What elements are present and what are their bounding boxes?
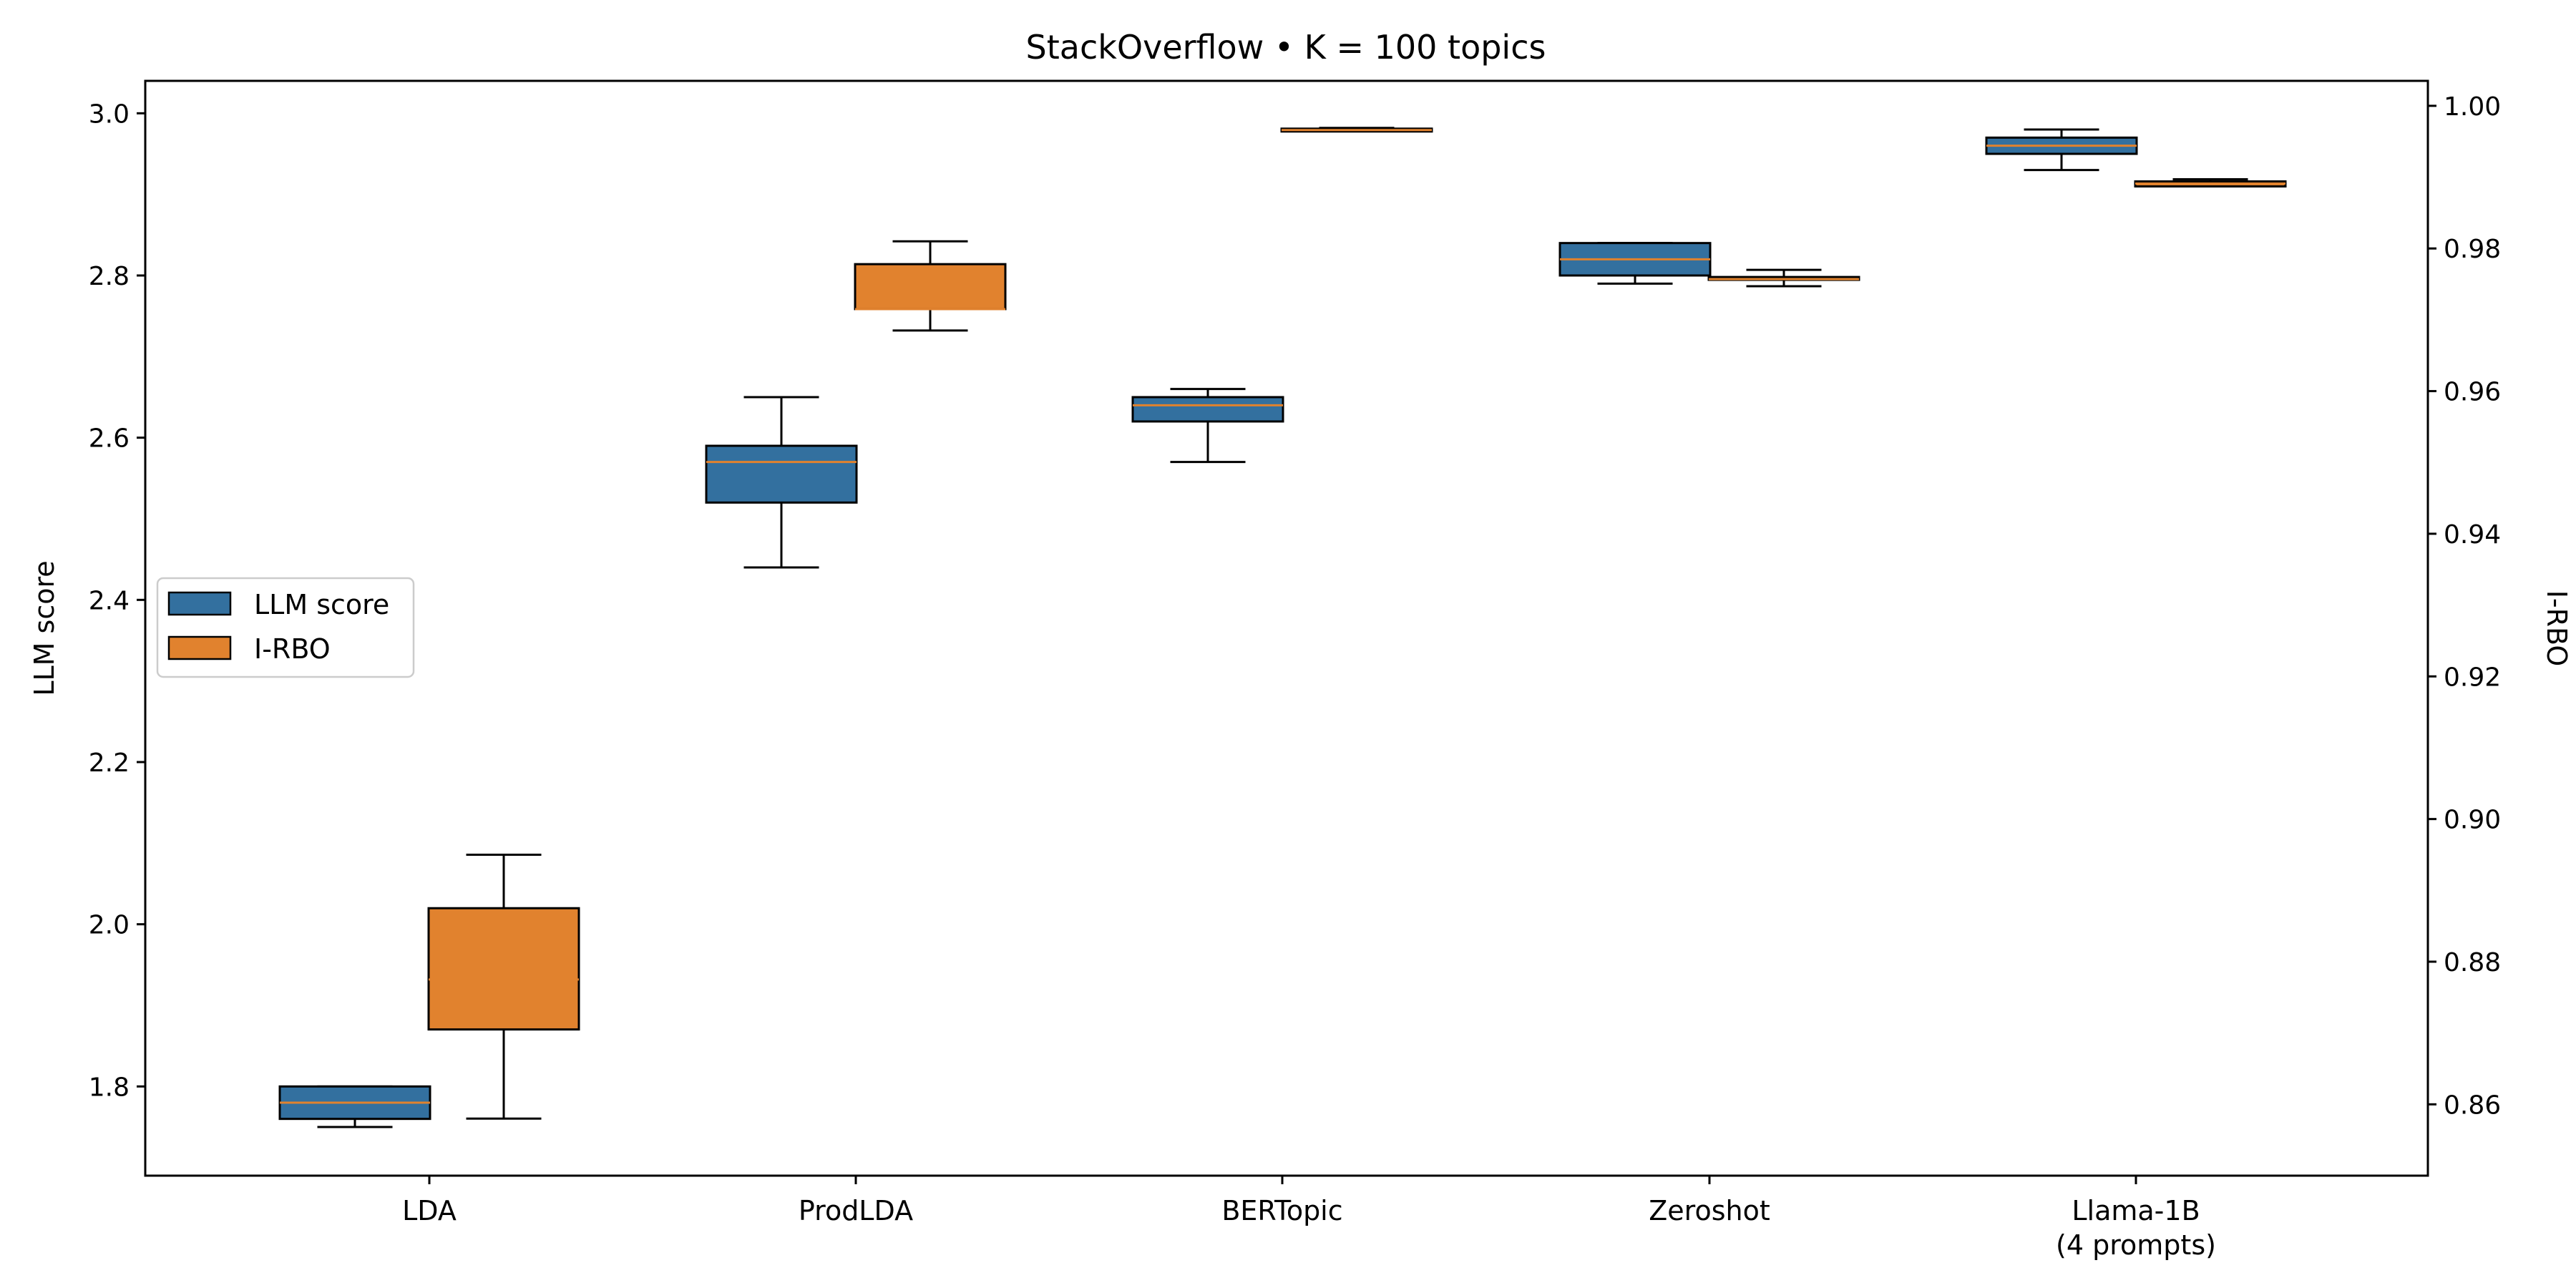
right-tick-label: 0.94	[2444, 520, 2501, 550]
left-tick-label: 1.8	[89, 1073, 130, 1102]
chart-title: StackOverflow • K = 100 topics	[1026, 28, 1546, 67]
right-axis: 0.86 0.88 0.90 0.92 0.94 0.96 0.98 1.00	[2428, 92, 2501, 1120]
box-llm-score-2	[1131, 388, 1284, 464]
right-tick-label: 0.92	[2444, 663, 2501, 692]
box-i-rbo-2	[1280, 127, 1433, 133]
left-tick-label: 2.2	[89, 748, 130, 778]
left-tick-label: 2.4	[89, 586, 130, 615]
box-iqr	[854, 263, 1007, 311]
x-axis: LDA ProdLDA BERTopic Zeroshot Llama-1B(4 pro…	[402, 1176, 2216, 1261]
x-tick-label: LDA	[402, 1195, 457, 1226]
legend-label-i-rbo: I-RBO	[254, 633, 331, 665]
box-i-rbo-0	[427, 853, 580, 1120]
left-axis: 1.8 2.0 2.2 2.4 2.6 2.8 3.0	[89, 99, 145, 1102]
left-tick-label: 2.6	[89, 424, 130, 454]
box-llm-score-0	[278, 1085, 431, 1128]
right-tick-label: 0.90	[2444, 806, 2501, 835]
legend-swatch-i-rbo	[167, 635, 232, 660]
box-llm-score-3	[1558, 242, 1712, 285]
box-i-rbo-4	[2134, 178, 2287, 188]
right-axis-label: I-RBO	[2541, 590, 2572, 667]
box-llm-score-4	[1985, 128, 2138, 172]
left-tick-label: 2.0	[89, 911, 130, 940]
plot-frame	[144, 79, 2429, 1177]
legend-swatch-llm-score	[167, 591, 232, 616]
boxes-layer	[278, 127, 2287, 1128]
left-tick-label: 3.0	[89, 99, 130, 129]
right-tick-label: 0.98	[2444, 235, 2501, 264]
box-i-rbo-3	[1707, 268, 1860, 288]
right-tick-label: 0.86	[2444, 1091, 2501, 1120]
right-tick-label: 0.88	[2444, 948, 2501, 977]
x-tick-label-line2: (4 prompts)	[2056, 1229, 2216, 1261]
right-tick-label: 1.00	[2444, 92, 2501, 122]
box-llm-score-1	[705, 396, 858, 569]
box-iqr	[1131, 396, 1284, 423]
left-tick-label: 2.8	[89, 262, 130, 291]
left-axis-label: LLM score	[29, 560, 60, 696]
x-tick-label: ProdLDA	[799, 1195, 913, 1226]
box-iqr	[427, 907, 580, 1031]
legend-label-llm-score: LLM score	[254, 589, 389, 620]
right-tick-label: 0.96	[2444, 378, 2501, 407]
x-tick-label: Zeroshot	[1649, 1195, 1770, 1226]
x-tick-label: BERTopic	[1221, 1195, 1342, 1226]
legend: LLM score I-RBO	[156, 577, 415, 678]
x-tick-label: Llama-1B	[2072, 1195, 2200, 1226]
box-iqr	[705, 444, 858, 504]
box-i-rbo-1	[854, 240, 1007, 332]
